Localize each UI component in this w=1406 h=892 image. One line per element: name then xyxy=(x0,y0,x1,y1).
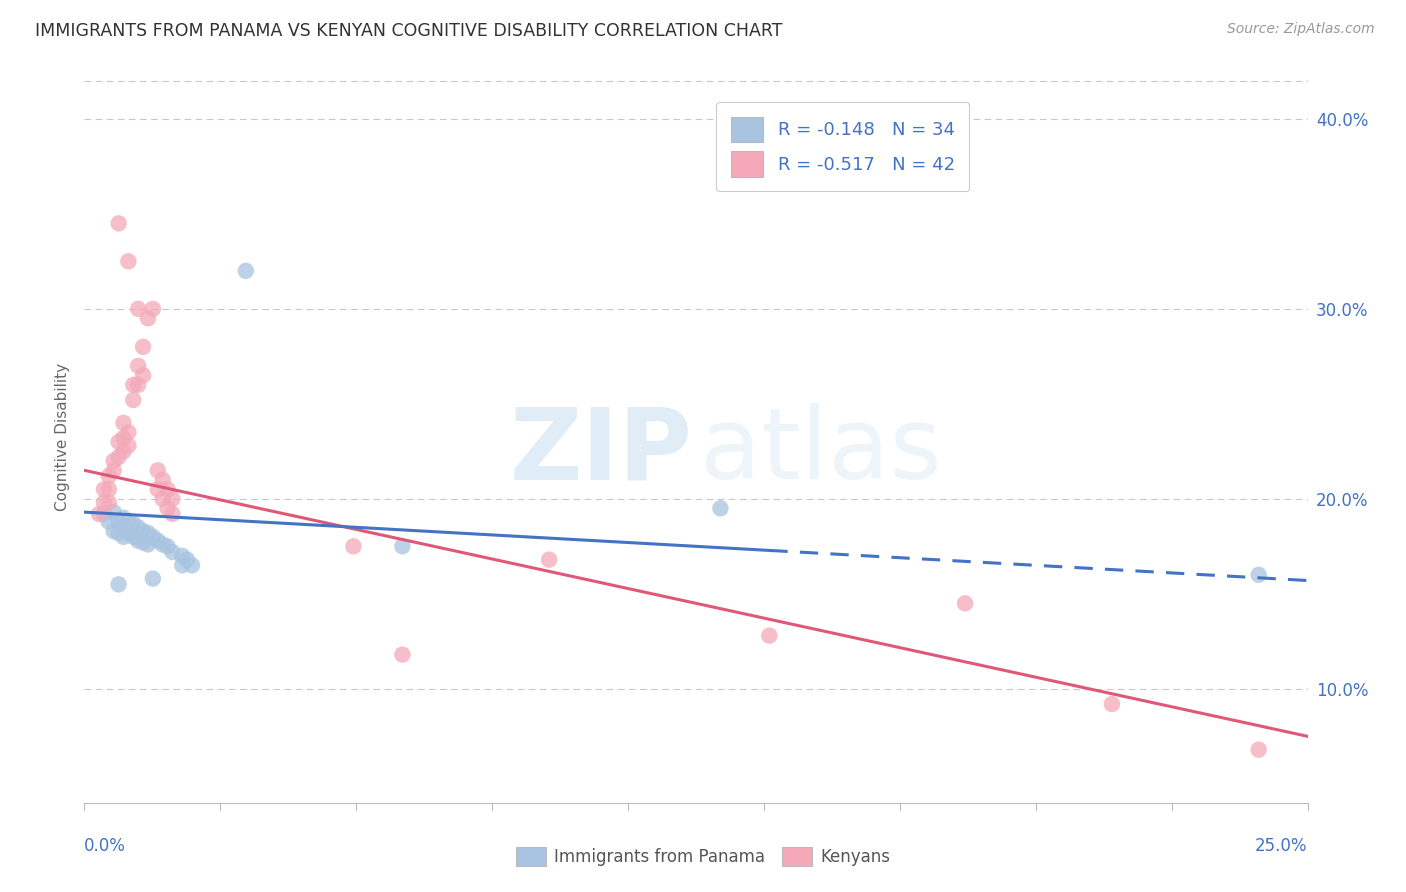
Point xyxy=(117,439,139,453)
Point xyxy=(112,530,135,544)
Point xyxy=(93,507,115,521)
Point xyxy=(172,558,194,573)
Point xyxy=(117,526,139,541)
Point xyxy=(142,301,165,316)
Point xyxy=(142,572,165,586)
Point xyxy=(103,524,125,538)
Point xyxy=(127,377,149,392)
Point xyxy=(136,311,159,326)
Point xyxy=(87,507,110,521)
Point xyxy=(132,535,155,549)
Point xyxy=(953,596,976,610)
Point xyxy=(146,483,169,497)
Point xyxy=(97,469,120,483)
Point xyxy=(538,552,561,566)
Point xyxy=(107,216,129,230)
Point xyxy=(107,450,129,464)
Point xyxy=(122,530,145,544)
Point xyxy=(132,340,155,354)
Legend: R = -0.148   N = 34, R = -0.517   N = 42: R = -0.148 N = 34, R = -0.517 N = 42 xyxy=(716,103,969,192)
Text: Source: ZipAtlas.com: Source: ZipAtlas.com xyxy=(1227,22,1375,37)
Point xyxy=(162,545,184,559)
Point xyxy=(758,629,780,643)
Point xyxy=(1101,697,1123,711)
Legend: Immigrants from Panama, Kenyans: Immigrants from Panama, Kenyans xyxy=(509,840,897,873)
Point xyxy=(172,549,194,563)
Point xyxy=(112,511,135,525)
Point xyxy=(156,539,179,553)
Point xyxy=(176,552,198,566)
Point xyxy=(132,524,155,538)
Point xyxy=(152,473,174,487)
Point xyxy=(391,648,413,662)
Point xyxy=(97,495,120,509)
Point xyxy=(117,425,139,440)
Point xyxy=(156,483,179,497)
Text: 25.0%: 25.0% xyxy=(1256,837,1308,855)
Point xyxy=(107,526,129,541)
Point xyxy=(93,495,115,509)
Point xyxy=(146,463,169,477)
Point xyxy=(136,526,159,541)
Point xyxy=(97,483,120,497)
Text: 0.0%: 0.0% xyxy=(84,837,127,855)
Point xyxy=(112,416,135,430)
Point xyxy=(391,539,413,553)
Point xyxy=(117,254,139,268)
Point xyxy=(127,359,149,373)
Point xyxy=(127,533,149,548)
Point xyxy=(342,539,364,553)
Point xyxy=(162,491,184,506)
Point xyxy=(103,454,125,468)
Point xyxy=(146,533,169,548)
Point xyxy=(103,505,125,519)
Point xyxy=(1247,742,1270,756)
Point xyxy=(152,537,174,551)
Point xyxy=(156,501,179,516)
Point xyxy=(1247,567,1270,582)
Text: IMMIGRANTS FROM PANAMA VS KENYAN COGNITIVE DISABILITY CORRELATION CHART: IMMIGRANTS FROM PANAMA VS KENYAN COGNITI… xyxy=(35,22,783,40)
Point xyxy=(122,392,145,407)
Point xyxy=(709,501,731,516)
Text: atlas: atlas xyxy=(700,403,941,500)
Point xyxy=(132,368,155,383)
Y-axis label: Cognitive Disability: Cognitive Disability xyxy=(55,363,70,511)
Point xyxy=(107,577,129,591)
Point xyxy=(117,515,139,529)
Point xyxy=(152,491,174,506)
Point xyxy=(107,515,129,529)
Point xyxy=(122,516,145,531)
Point xyxy=(235,264,257,278)
Point xyxy=(142,530,165,544)
Point xyxy=(107,434,129,449)
Point xyxy=(162,507,184,521)
Point xyxy=(112,520,135,534)
Text: ZIP: ZIP xyxy=(509,403,692,500)
Point xyxy=(93,483,115,497)
Point xyxy=(103,463,125,477)
Point xyxy=(181,558,204,573)
Point xyxy=(112,444,135,458)
Point xyxy=(136,537,159,551)
Point xyxy=(127,301,149,316)
Point xyxy=(97,515,120,529)
Point xyxy=(127,520,149,534)
Point xyxy=(122,377,145,392)
Point xyxy=(112,431,135,445)
